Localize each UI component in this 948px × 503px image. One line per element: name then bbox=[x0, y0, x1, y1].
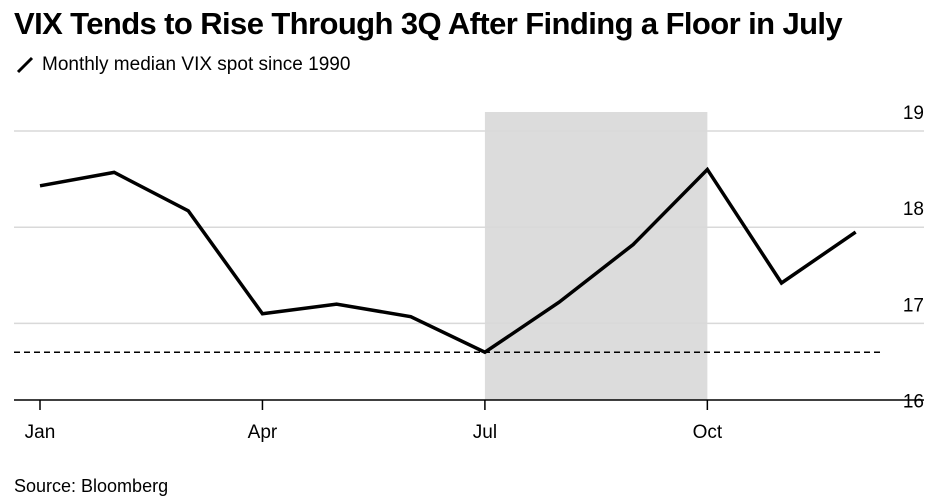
source-note: Source: Bloomberg bbox=[14, 476, 169, 496]
shaded-region-q3 bbox=[484, 112, 708, 400]
y-tick-label-16: 16 bbox=[903, 392, 924, 413]
legend: Monthly median VIX spot since 1990 bbox=[14, 54, 350, 76]
legend-label: Monthly median VIX spot since 1990 bbox=[42, 54, 351, 75]
x-tick-label-jan: Jan bbox=[25, 422, 56, 443]
x-tick-label-apr: Apr bbox=[248, 422, 278, 443]
y-tick-label-19: 19 bbox=[903, 103, 924, 124]
y-tick-label-17: 17 bbox=[903, 295, 924, 316]
x-tick-label-oct: Oct bbox=[693, 422, 723, 443]
chart-title: VIX Tends to Rise Through 3Q After Findi… bbox=[14, 6, 843, 41]
y-tick-label-18: 18 bbox=[903, 199, 924, 220]
x-tick-label-jul: Jul bbox=[473, 422, 497, 443]
series-line-vix-median bbox=[39, 166, 857, 355]
line-series-icon bbox=[16, 56, 34, 74]
